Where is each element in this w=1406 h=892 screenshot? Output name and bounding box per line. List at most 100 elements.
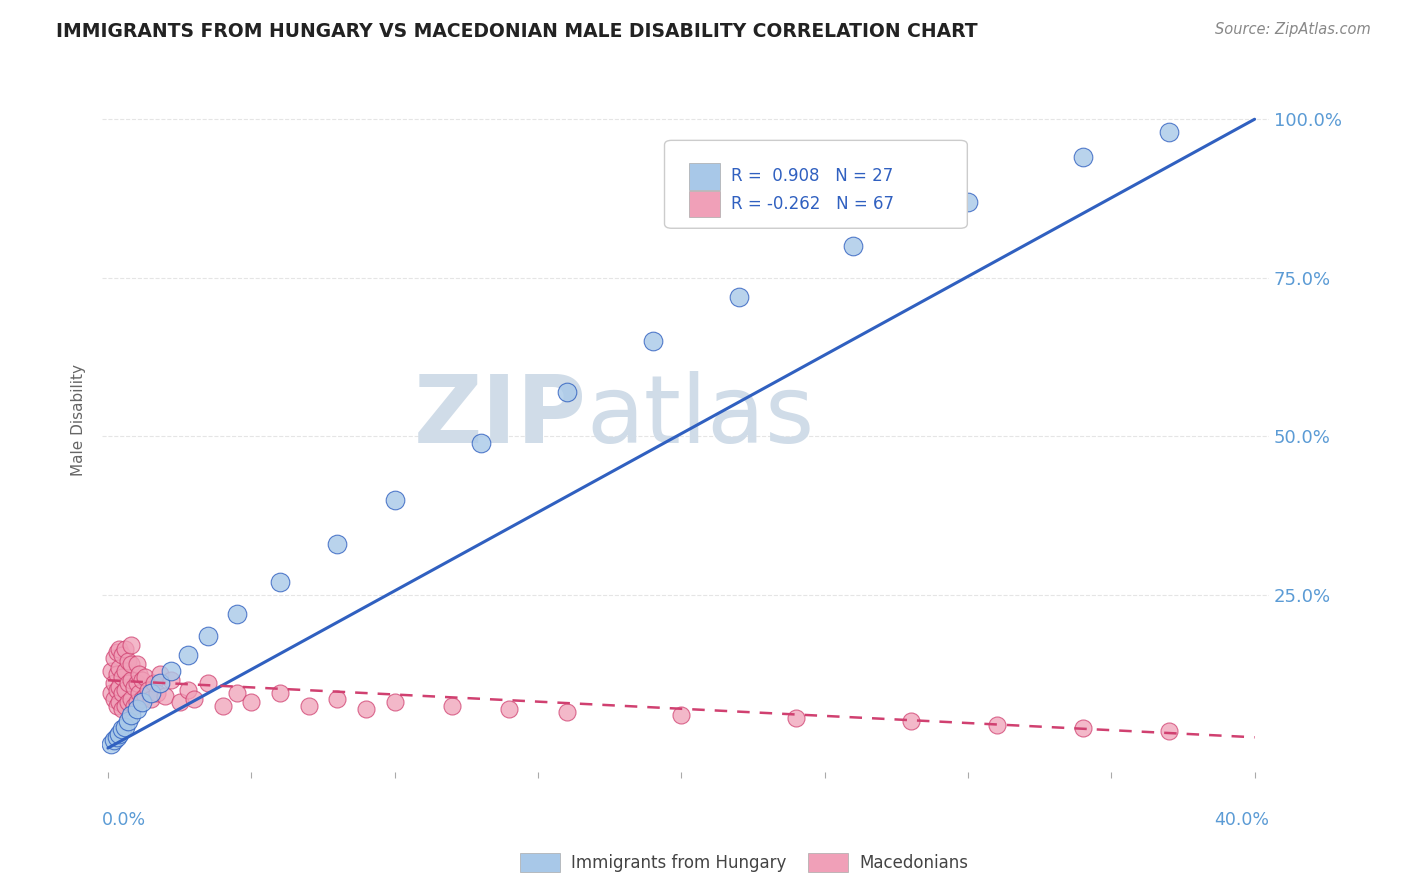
Point (128, 686, 150, 700)
Point (125, 676, 148, 690)
Point (986, 717, 1008, 731)
Point (440, 698, 463, 713)
Point (160, 664, 183, 678)
Point (105, 682, 128, 697)
Point (727, 290, 749, 304)
Point (117, 714, 139, 729)
Point (785, 711, 807, 725)
Y-axis label: Male Disability: Male Disability (72, 364, 86, 476)
Point (148, 667, 170, 681)
Point (105, 667, 128, 681)
Point (108, 660, 131, 674)
Point (100, 686, 122, 700)
Point (125, 702, 148, 716)
Point (120, 673, 142, 688)
Point (326, 692, 349, 706)
Point (111, 702, 134, 716)
Point (114, 664, 136, 678)
Point (100, 737, 122, 751)
Text: IMMIGRANTS FROM HUNGARY VS MACEDONIAN MALE DISABILITY CORRELATION CHART: IMMIGRANTS FROM HUNGARY VS MACEDONIAN MA… (56, 22, 977, 41)
Point (139, 686, 162, 700)
Point (108, 727, 131, 741)
Point (326, 537, 349, 551)
Point (108, 641, 131, 656)
Point (269, 686, 291, 700)
Point (103, 651, 125, 665)
Point (197, 629, 219, 643)
Point (100, 664, 122, 678)
Point (226, 686, 249, 700)
Point (354, 702, 377, 716)
Point (155, 689, 177, 703)
Point (226, 607, 249, 621)
Text: R =  0.908   N = 27: R = 0.908 N = 27 (731, 168, 893, 186)
Point (384, 695, 406, 709)
Point (131, 695, 153, 709)
Point (498, 702, 520, 716)
Point (145, 686, 167, 700)
Point (177, 682, 200, 697)
Point (128, 667, 150, 681)
Point (114, 698, 136, 713)
Point (125, 657, 148, 672)
Point (122, 680, 145, 694)
Point (136, 682, 159, 697)
Point (555, 705, 578, 719)
Point (641, 334, 664, 348)
Point (1071, 721, 1094, 735)
Point (120, 708, 142, 723)
Point (117, 654, 139, 668)
Point (103, 676, 125, 690)
Point (142, 676, 165, 690)
Point (120, 692, 142, 706)
Point (114, 719, 136, 733)
Point (131, 673, 153, 688)
Text: 40.0%: 40.0% (1213, 811, 1270, 829)
Point (1071, 150, 1094, 164)
Point (134, 670, 156, 684)
Point (111, 670, 134, 684)
Point (169, 695, 191, 709)
Point (117, 676, 139, 690)
Point (671, 708, 693, 723)
Point (134, 689, 156, 703)
Text: Macedonians: Macedonians (859, 854, 969, 871)
Point (103, 733, 125, 747)
Point (108, 695, 131, 709)
Point (114, 641, 136, 656)
Point (555, 384, 578, 399)
Point (105, 731, 128, 745)
Point (1157, 723, 1180, 738)
Point (211, 698, 233, 713)
Text: Immigrants from Hungary: Immigrants from Hungary (571, 854, 786, 871)
Point (160, 673, 183, 688)
Point (125, 695, 148, 709)
Point (1157, 125, 1180, 139)
Text: 0.0%: 0.0% (103, 811, 146, 829)
Point (105, 645, 128, 659)
Point (105, 698, 128, 713)
Point (111, 648, 134, 662)
Text: R = -0.262   N = 67: R = -0.262 N = 67 (731, 195, 894, 213)
Point (240, 695, 263, 709)
Point (197, 676, 219, 690)
Point (956, 194, 979, 209)
Text: Source: ZipAtlas.com: Source: ZipAtlas.com (1215, 22, 1371, 37)
Point (114, 682, 136, 697)
Point (470, 435, 492, 450)
Point (177, 648, 200, 662)
Point (842, 239, 865, 253)
Point (139, 692, 162, 706)
Point (120, 657, 142, 672)
Point (122, 698, 145, 713)
Point (108, 680, 131, 694)
Point (131, 692, 153, 706)
Point (900, 714, 922, 729)
Point (148, 676, 170, 690)
Point (111, 722, 134, 736)
Text: atlas: atlas (586, 371, 814, 463)
Point (384, 492, 406, 507)
Point (117, 695, 139, 709)
Point (103, 692, 125, 706)
Point (269, 574, 291, 589)
